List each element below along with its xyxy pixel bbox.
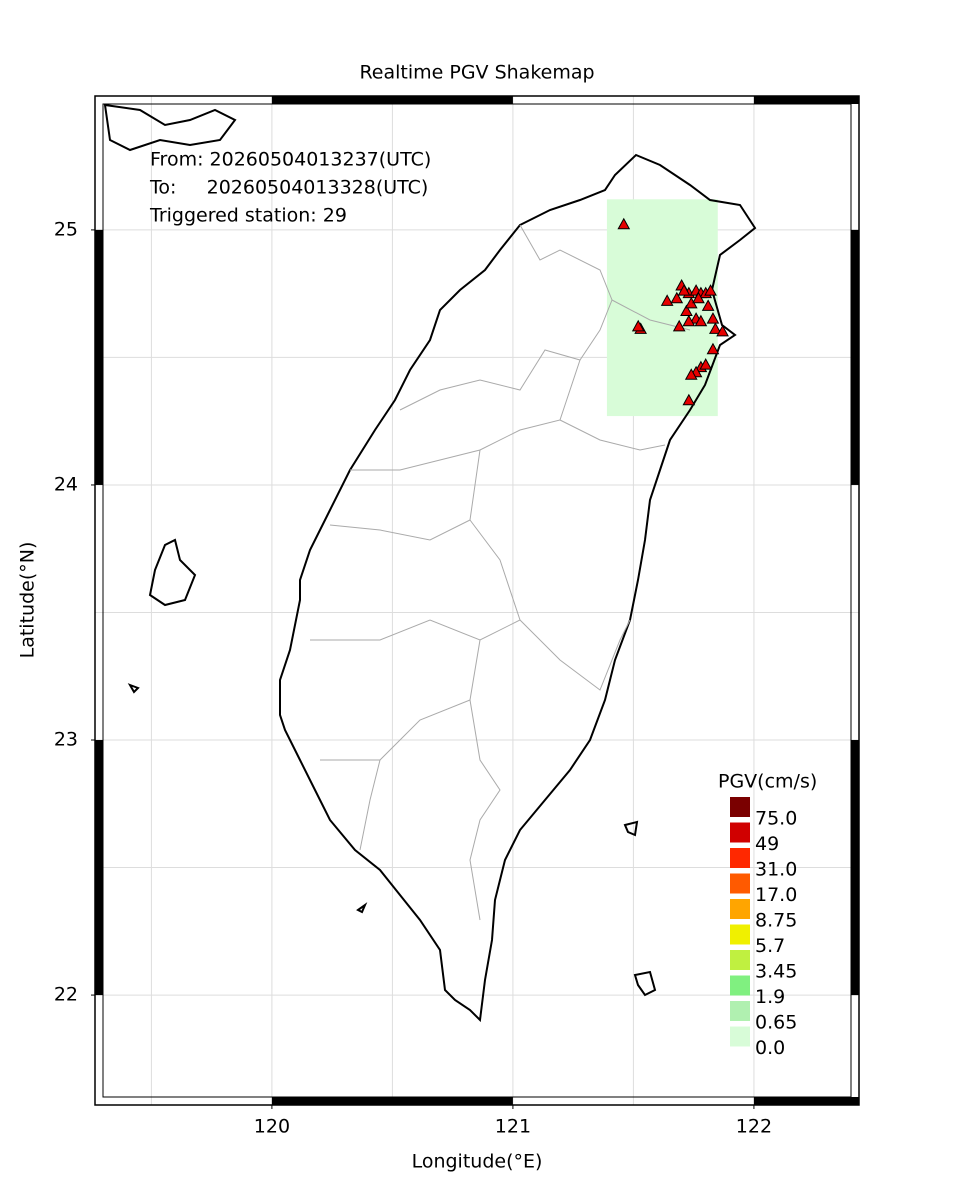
x-tick-label: 122	[736, 1116, 772, 1138]
station-marker	[699, 358, 713, 370]
legend-swatch	[730, 975, 750, 996]
station-marker	[704, 284, 717, 296]
station-marker	[701, 299, 715, 311]
coastline	[103, 103, 757, 1023]
legend-swatch	[730, 1026, 750, 1047]
legend-swatch	[730, 924, 750, 945]
info-line: Triggered station: 29	[149, 205, 347, 227]
legend: 75.0 49 31.0 17.0 8.75 5.7 3.45 1.9 0.65 0.0	[730, 797, 797, 1059]
orchid-island	[633, 970, 657, 997]
legend-swatch	[730, 1001, 750, 1021]
y-tick-label: 25	[54, 218, 78, 240]
station-marker	[677, 284, 691, 296]
station-marker	[682, 393, 696, 406]
station-marker	[706, 312, 720, 324]
taiwan-outline	[279, 153, 757, 1023]
y-axis-label: Latitude(°N)	[17, 542, 39, 659]
legend-swatch	[730, 797, 750, 817]
legend-label: 0.0	[755, 1037, 785, 1059]
x-axis-label: Longitude(°E)	[412, 1151, 543, 1173]
green-island	[623, 820, 639, 837]
station-marker	[682, 314, 696, 327]
info-line: To: 20260504013328(UTC)	[149, 177, 428, 199]
station-marker	[660, 294, 674, 306]
frame-bar	[271, 96, 513, 104]
legend-swatch	[730, 822, 750, 843]
legend-swatch	[730, 873, 750, 894]
frame-bar	[95, 740, 103, 996]
legend-swatch	[730, 899, 750, 919]
border	[399, 224, 613, 411]
frame-bar	[271, 1097, 513, 1105]
station-marker	[680, 304, 693, 317]
islet	[356, 902, 368, 914]
legend-swatch	[730, 848, 750, 868]
legend-swatch	[730, 950, 750, 970]
border	[359, 759, 381, 851]
legend-label: 3.45	[755, 961, 797, 983]
border	[329, 449, 481, 541]
y-tick-label: 24	[54, 473, 78, 495]
frame-bar	[753, 96, 859, 104]
frame-bar	[753, 1097, 859, 1105]
frame-bar	[851, 740, 859, 996]
pgv-field	[606, 199, 718, 417]
legend-label: 5.7	[755, 935, 785, 957]
frame-bar	[95, 229, 103, 485]
station-marker	[706, 342, 720, 355]
y-tick-label: 22	[54, 984, 78, 1006]
station-marker	[709, 322, 722, 334]
islet	[127, 683, 140, 694]
info-line: From: 20260504013237(UTC)	[150, 149, 431, 171]
station-marker	[670, 291, 684, 304]
legend-label: 0.65	[755, 1012, 797, 1034]
legend-label: 1.9	[755, 986, 785, 1008]
station-marker	[716, 324, 729, 337]
penghu	[148, 538, 197, 607]
border	[320, 639, 481, 761]
x-tick-label: 120	[254, 1116, 290, 1138]
border	[519, 619, 631, 691]
legend-label: 17.0	[755, 884, 797, 906]
border	[469, 699, 501, 921]
mainland-coast	[103, 103, 237, 152]
station-marker	[684, 368, 698, 380]
station-marker	[694, 314, 708, 327]
x-tick-label: 121	[495, 1116, 531, 1138]
station-marker	[672, 319, 686, 332]
station-marker	[631, 319, 645, 332]
station-marker	[617, 217, 631, 230]
y-tick-label: 23	[54, 729, 78, 751]
legend-title: PGV(cm/s)	[718, 771, 817, 793]
legend-label: 8.75	[755, 910, 797, 932]
legend-label: 31.0	[755, 859, 797, 881]
legend-label: 75.0	[755, 808, 797, 830]
stations	[617, 217, 729, 406]
frame-bar	[851, 229, 859, 485]
frame	[94, 95, 860, 1106]
station-marker	[692, 291, 705, 304]
legend-label: 49	[755, 833, 779, 855]
map-title: Realtime PGV Shakemap	[359, 62, 594, 84]
border	[559, 419, 666, 451]
